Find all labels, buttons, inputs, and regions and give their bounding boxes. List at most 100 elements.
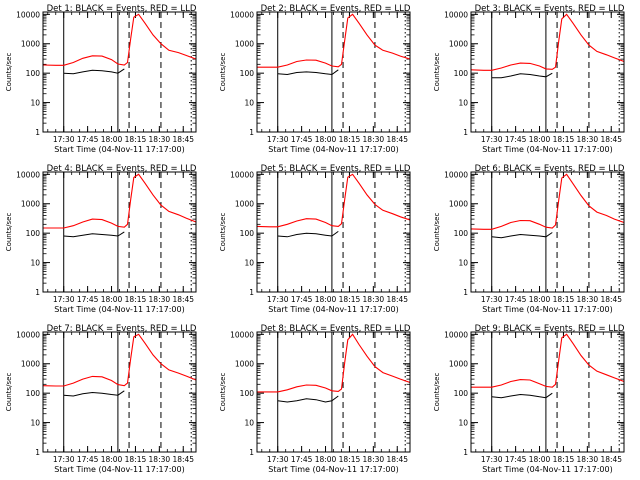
y-tick-label: 10000 <box>444 10 468 19</box>
x-tick-label: 18:30 <box>363 135 385 144</box>
x-tick-label: 17:30 <box>53 455 75 464</box>
y-tick-label: 1000 <box>449 200 468 209</box>
events-series-line <box>63 231 125 238</box>
panel-title: Det 1: BLACK = Events, RED = LLD <box>47 4 197 14</box>
y-tick-label: 10 <box>458 99 468 108</box>
y-tick-label: 10 <box>30 99 40 108</box>
x-tick-label: 17:30 <box>267 135 289 144</box>
events-series-line <box>491 392 553 399</box>
x-tick-label: 17:30 <box>481 455 503 464</box>
events-series-line <box>63 390 125 397</box>
y-tick-label: 10000 <box>16 10 40 19</box>
x-tick-label: 18:00 <box>101 135 123 144</box>
x-tick-label: 18:00 <box>315 295 337 304</box>
plot-frame <box>42 171 197 293</box>
x-tick-label: 18:15 <box>339 135 361 144</box>
y-axis-label: Counts/sec <box>433 373 441 412</box>
x-tick-label: 18:15 <box>553 135 575 144</box>
lld-series-line <box>257 173 410 228</box>
y-axis-label: Counts/sec <box>5 213 13 252</box>
x-tick-label: 18:15 <box>553 455 575 464</box>
y-tick-label: 10000 <box>444 170 468 179</box>
x-tick-label: 18:45 <box>600 135 622 144</box>
detector-panel-5: Det 5: BLACK = Events, RED = LLD Counts/s… <box>219 164 411 314</box>
y-axis-label: Counts/sec <box>5 53 13 92</box>
x-tick-label: 18:30 <box>577 135 599 144</box>
y-tick-label: 100 <box>240 229 255 238</box>
panel-title: Det 2: BLACK = Events, RED = LLD <box>261 4 411 14</box>
y-tick-label: 10000 <box>444 330 468 339</box>
y-tick-label: 1 <box>249 288 254 297</box>
y-tick-label: 10 <box>30 259 40 268</box>
y-tick-label: 1000 <box>235 40 254 49</box>
panel-title: Det 9: BLACK = Events, RED = LLD <box>475 324 625 334</box>
x-tick-label: 18:15 <box>339 295 361 304</box>
detector-panel-1: Det 1: BLACK = Events, RED = LLD Counts/s… <box>5 4 197 154</box>
panel-title: Det 5: BLACK = Events, RED = LLD <box>261 164 411 174</box>
events-series-line <box>63 68 125 75</box>
x-tick-label: 18:15 <box>339 455 361 464</box>
y-tick-label: 1000 <box>235 360 254 369</box>
y-tick-label: 100 <box>240 69 255 78</box>
detector-panel-7: Det 7: BLACK = Events, RED = LLD Counts/s… <box>5 324 197 474</box>
panel-title: Det 4: BLACK = Events, RED = LLD <box>47 164 197 174</box>
events-series-line <box>277 395 339 403</box>
y-tick-label: 10 <box>244 419 254 428</box>
panel-title: Det 3: BLACK = Events, RED = LLD <box>475 4 625 14</box>
y-tick-label: 1000 <box>21 360 40 369</box>
detector-panel-2: Det 2: BLACK = Events, RED = LLD Counts/s… <box>219 4 411 154</box>
lld-series-line <box>471 173 624 230</box>
x-tick-label: 17:45 <box>77 295 99 304</box>
y-tick-label: 100 <box>26 229 41 238</box>
plot-frame <box>470 171 625 293</box>
y-axis-label: Counts/sec <box>433 213 441 252</box>
x-tick-label: 18:00 <box>101 455 123 464</box>
y-tick-label: 1 <box>249 128 254 137</box>
x-tick-label: 18:00 <box>101 295 123 304</box>
plot-frame <box>256 171 411 293</box>
x-tick-label: 18:45 <box>600 455 622 464</box>
x-tick-label: 17:45 <box>77 455 99 464</box>
y-tick-label: 10000 <box>230 330 254 339</box>
x-tick-label: 17:30 <box>267 455 289 464</box>
y-tick-label: 1 <box>463 288 468 297</box>
x-tick-label: 17:30 <box>267 295 289 304</box>
x-tick-label: 18:00 <box>315 135 337 144</box>
x-tick-label: 18:45 <box>172 135 194 144</box>
lld-series-line <box>471 13 624 71</box>
x-tick-label: 17:45 <box>77 135 99 144</box>
lld-series-line <box>43 333 196 387</box>
x-axis-label: Start Time (04-Nov-11 17:17:00) <box>54 305 184 314</box>
panel-title: Det 6: BLACK = Events, RED = LLD <box>475 164 625 174</box>
lld-series-line <box>257 13 410 68</box>
x-tick-label: 18:45 <box>386 295 408 304</box>
x-tick-label: 18:45 <box>600 295 622 304</box>
x-tick-label: 17:45 <box>291 455 313 464</box>
y-tick-label: 100 <box>240 389 255 398</box>
y-tick-label: 1000 <box>21 40 40 49</box>
y-tick-label: 10 <box>458 419 468 428</box>
x-tick-label: 18:15 <box>125 295 147 304</box>
x-tick-label: 18:15 <box>553 295 575 304</box>
panel-title: Det 7: BLACK = Events, RED = LLD <box>47 324 197 334</box>
x-tick-label: 18:30 <box>577 455 599 464</box>
plot-frame <box>256 331 411 453</box>
x-axis-label: Start Time (04-Nov-11 17:17:00) <box>268 465 398 474</box>
x-tick-label: 18:30 <box>363 455 385 464</box>
x-tick-label: 18:15 <box>125 135 147 144</box>
lld-series-line <box>471 333 624 388</box>
x-tick-label: 18:45 <box>386 135 408 144</box>
x-axis-label: Start Time (04-Nov-11 17:17:00) <box>54 145 184 154</box>
x-tick-label: 17:45 <box>505 135 527 144</box>
x-tick-label: 18:45 <box>172 455 194 464</box>
plot-frame <box>470 331 625 453</box>
y-axis-label: Counts/sec <box>219 53 227 92</box>
y-tick-label: 100 <box>454 69 469 78</box>
y-tick-label: 10000 <box>230 170 254 179</box>
x-tick-label: 18:00 <box>315 455 337 464</box>
x-tick-label: 18:30 <box>149 135 171 144</box>
x-tick-label: 17:30 <box>481 295 503 304</box>
y-tick-label: 1 <box>249 448 254 457</box>
lld-series-line <box>43 13 196 66</box>
